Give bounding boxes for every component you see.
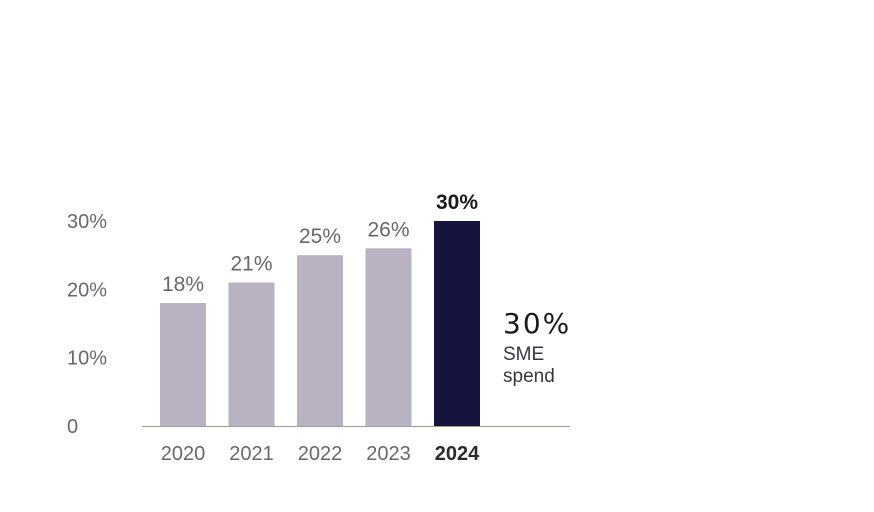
bar-2020 <box>160 303 206 426</box>
x-tick-label: 2020 <box>161 443 206 465</box>
bar-2022 <box>297 255 343 426</box>
bar-2023 <box>365 248 412 426</box>
x-tick-label: 2024 <box>435 443 480 465</box>
bar-2021 <box>228 282 275 426</box>
y-tick-label: 30% <box>67 211 107 233</box>
callout-text: SME spend <box>503 344 555 387</box>
x-tick-label: 2021 <box>229 443 274 465</box>
y-tick-label: 20% <box>67 279 107 301</box>
bars <box>160 221 480 426</box>
bar-value-label: 18% <box>162 273 204 296</box>
x-axis: 2020 2021 2022 2023 2024 <box>161 443 480 465</box>
y-axis: 0 10% 20% 30% <box>67 211 107 438</box>
bar-value-label: 26% <box>367 218 409 241</box>
bar-value-label: 30% <box>436 191 478 214</box>
bar-value-label: 21% <box>230 253 272 276</box>
x-tick-label: 2022 <box>298 443 343 465</box>
x-tick-label: 2023 <box>366 443 411 465</box>
bar-2024 <box>434 221 480 426</box>
value-labels: 18% 21% 25% 26% 30% <box>162 191 478 296</box>
y-tick-label: 10% <box>67 348 107 370</box>
callout-value: 30% <box>503 307 572 340</box>
bar-value-label: 25% <box>299 225 341 248</box>
y-tick-label: 0 <box>67 416 78 438</box>
